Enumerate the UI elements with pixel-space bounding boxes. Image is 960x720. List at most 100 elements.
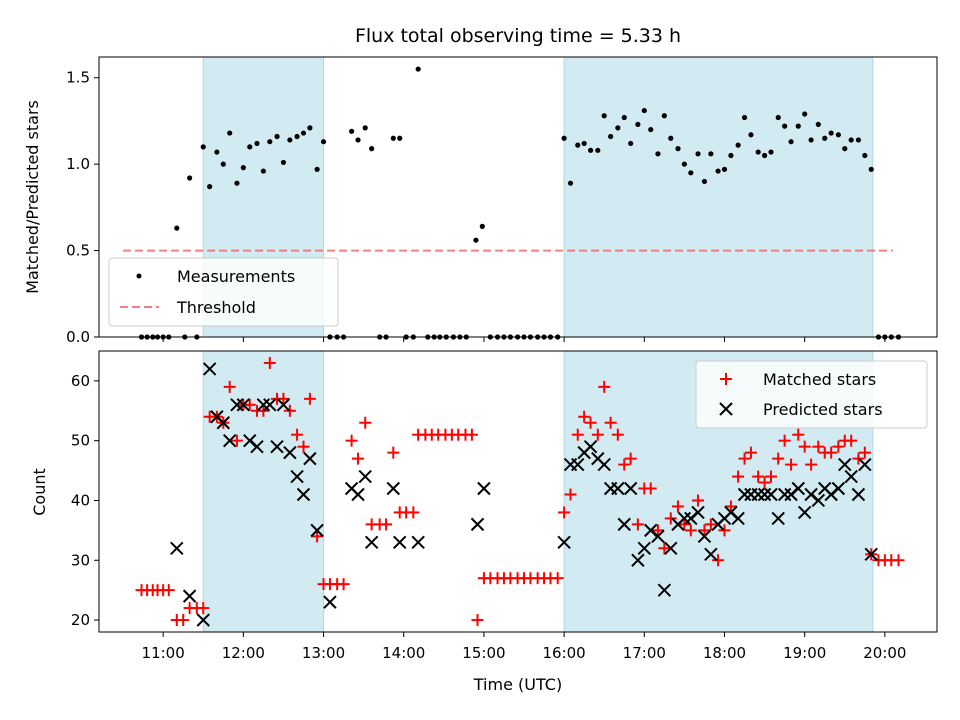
matched-star-point [571,428,584,441]
measurement-point [254,140,260,147]
x-tick-label: 17:00 [623,644,666,662]
top-y-ticks: 0.0 0.5 1.0 1.5 [66,69,99,346]
matched-star-point [611,428,624,441]
matched-star-point [738,452,751,465]
predicted-star-point [250,439,264,454]
matched-star-point [311,530,324,543]
matched-star-point [604,416,617,429]
measurement-point [668,135,674,141]
measurement-point [641,107,647,114]
matched-star-point [337,578,350,591]
matched-star-point [678,518,691,531]
matched-star-point [658,542,671,555]
top-y-tick-label: 0.5 [66,242,90,260]
measurement-point [575,142,581,148]
matched-star-point [752,470,765,483]
measurement-point [842,146,848,152]
matched-star-point [564,488,577,501]
measurement-point [397,135,403,141]
matched-star-point [718,524,731,537]
matched-star-point [223,380,236,393]
measurement-point [300,130,307,136]
measurement-point [862,152,868,159]
matched-star-point [591,428,604,441]
matched-star-point [852,452,865,465]
measurement-point [695,151,701,157]
measurement-point [708,151,714,157]
measurement-point [581,140,587,147]
chart-title: Flux total observing time = 5.33 h [355,25,681,47]
x-tick-label: 11:00 [142,644,185,662]
measurement-point [200,144,206,150]
x-tick-label: 20:00 [863,644,906,662]
measurement-point [802,111,808,117]
measurement-point [240,165,246,171]
measurement-point [675,146,681,152]
legend-predicted-label: Predicted stars [763,400,883,419]
measurement-point [761,152,768,159]
measurement-point [587,147,594,153]
predicted-star-point [290,469,304,484]
matched-star-point [684,524,697,537]
measurement-point [390,135,396,141]
predicted-star-point [631,553,645,567]
predicted-star-point [851,487,866,502]
measurement-point [615,125,621,131]
measurement-point [214,149,220,155]
measurement-point [314,166,320,172]
measurement-point [661,113,667,119]
predicted-star-point [704,547,718,561]
matched-star-point [644,482,657,495]
legend-measurements-marker [136,273,142,279]
count-points [135,356,905,627]
x-tick-label: 13:00 [302,644,345,662]
predicted-star-point [276,398,291,412]
predicted-star-point [323,595,337,609]
x-tick-label: 12:00 [222,644,265,662]
measurement-point [775,114,781,121]
predicted-star-point [216,416,231,430]
bottom-x-ticks: 11:00 12:00 13:00 14:00 15:00 16:00 17:00 18:00… [142,632,906,662]
predicted-star-point [283,445,297,460]
predicted-star-point [777,487,792,502]
predicted-star-point [697,529,712,544]
legend-predicted-marker [719,402,733,416]
predicted-star-point [182,589,197,603]
measurement-point [369,146,375,152]
predicted-star-point [858,457,872,472]
matched-star-point [618,458,631,471]
legend-measurements-label: Measurements [177,267,295,286]
predicted-star-point [230,398,244,412]
predicted-star-point [470,517,485,532]
top-y-axis-label: Matched/Predicted stars [23,100,42,294]
predicted-star-point [751,487,765,502]
measurement-points [138,66,902,340]
matched-star-point [812,440,825,453]
matched-star-point [380,518,393,531]
measurement-point [721,166,728,172]
top-y-tick-label: 1.0 [66,155,90,173]
bottom-y-ticks: 20 30 40 50 60 [71,372,99,629]
predicted-star-point [557,535,571,550]
bottom-y-axis-label: Count [30,468,49,516]
matched-star-point [785,458,798,471]
measurement-point [715,168,721,174]
x-tick-label: 19:00 [783,644,826,662]
measurement-point [822,135,828,141]
matched-star-point [858,446,871,459]
predicted-star-point [270,439,284,454]
x-tick-label: 14:00 [382,644,425,662]
matched-star-point [558,506,571,519]
top-axes-frame [98,56,938,338]
measurement-point [274,133,280,140]
matched-star-point [704,518,717,531]
matched-star-point [297,440,310,453]
x-axis-label: Time (UTC) [473,675,562,694]
measurement-point [741,114,748,121]
matched-star-point [664,512,677,525]
bottom-y-tick-label: 40 [71,491,90,509]
predicted-star-point [170,541,184,556]
top-legend: Measurements Threshold [108,257,339,327]
legend-matched-marker [720,373,732,385]
